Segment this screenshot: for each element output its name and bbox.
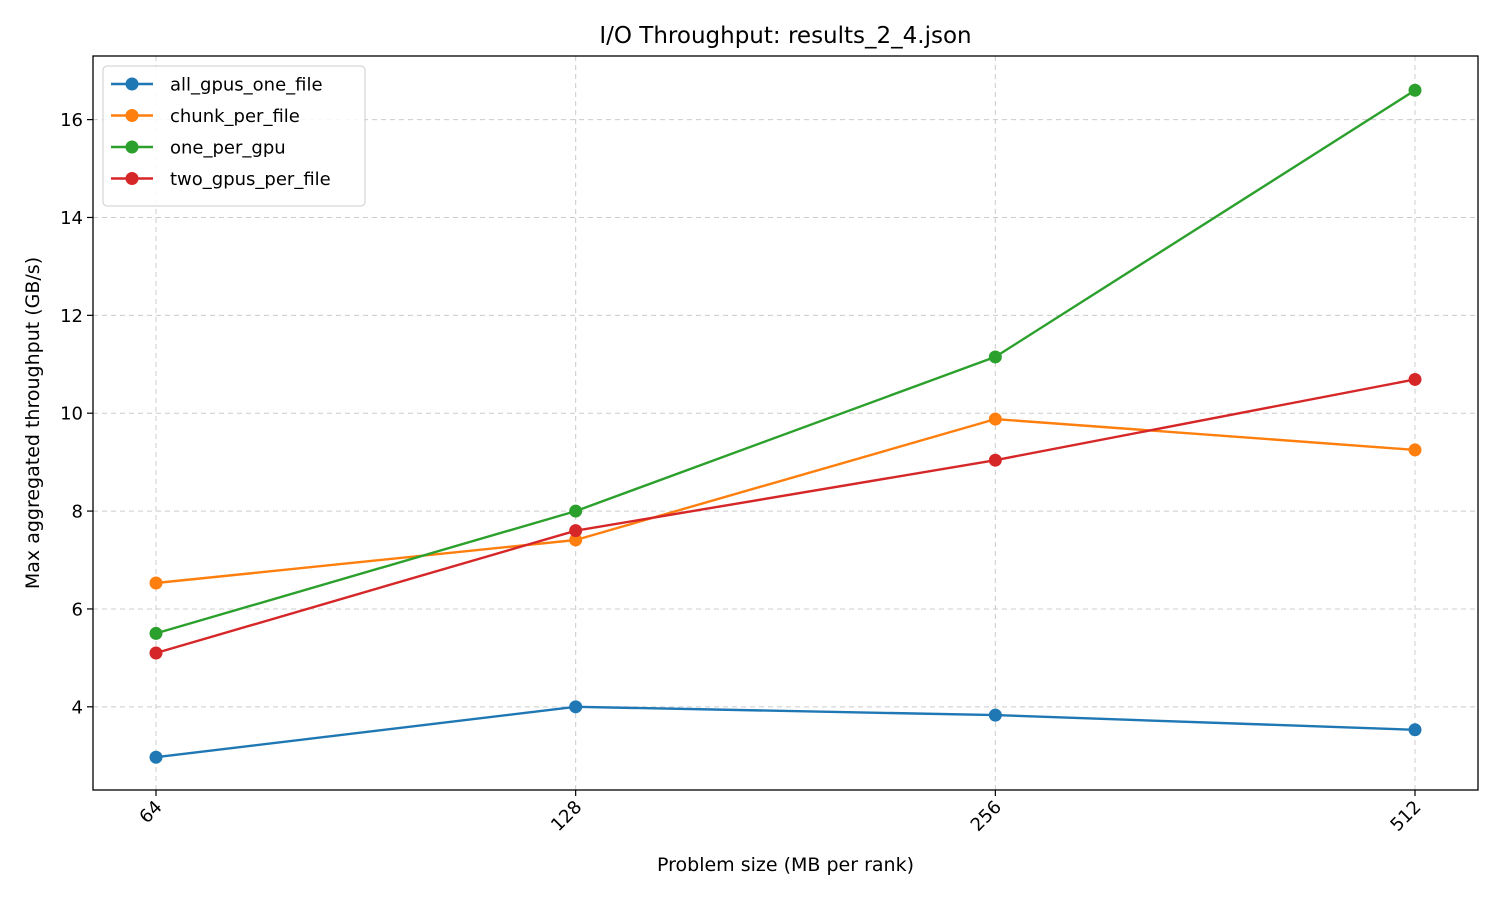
legend-swatch-marker	[125, 77, 139, 91]
legend-swatch-marker	[125, 140, 139, 154]
data-point-all_gpus_one_file	[149, 750, 163, 764]
data-point-chunk_per_file	[1408, 443, 1422, 457]
legend-label-chunk_per_file: chunk_per_file	[170, 106, 300, 127]
legend-swatch-marker	[125, 109, 139, 122]
legend-box	[102, 65, 366, 207]
data-point-two_gpus_per_file	[988, 453, 1002, 467]
legend-label-all_gpus_one_file: all_gpus_one_file	[170, 75, 323, 96]
y-tick-label: 8	[72, 502, 83, 523]
data-point-two_gpus_per_file	[1408, 372, 1422, 386]
data-point-chunk_per_file	[149, 576, 163, 590]
data-point-all_gpus_one_file	[988, 708, 1002, 722]
series-line-all_gpus_one_file	[155, 705, 1416, 759]
legend-swatch-marker	[125, 172, 139, 185]
legend-label-one_per_gpu: one_per_gpu	[170, 138, 286, 159]
y-tick-label: 14	[60, 208, 83, 229]
plot-frame	[92, 55, 1479, 791]
data-point-one_per_gpu	[569, 504, 583, 518]
data-point-two_gpus_per_file	[569, 524, 583, 538]
y-tick-label: 6	[72, 599, 83, 620]
grid-layer	[93, 56, 1478, 790]
x-axis-label: Problem size (MB per rank)	[657, 854, 914, 876]
y-tick-label: 10	[60, 404, 83, 425]
legend-label-two_gpus_per_file: two_gpus_per_file	[170, 169, 331, 190]
data-point-one_per_gpu	[988, 350, 1002, 364]
y-tick-label: 16	[60, 110, 83, 131]
series-layer	[149, 83, 1422, 764]
y-tick-label: 4	[72, 697, 83, 718]
data-point-two_gpus_per_file	[149, 646, 163, 660]
series-line-chunk_per_file	[155, 417, 1416, 585]
y-axis-label: Max aggregated throughput (GB/s)	[22, 257, 44, 589]
series-line-two_gpus_per_file	[155, 378, 1416, 655]
legend: all_gpus_one_file chunk_per_file one_per_g…	[102, 65, 366, 207]
data-point-all_gpus_one_file	[1408, 723, 1422, 737]
y-tick-label: 12	[60, 306, 83, 327]
chart-title: I/O Throughput: results_2_4.json	[599, 23, 971, 49]
data-point-all_gpus_one_file	[569, 700, 583, 714]
data-point-chunk_per_file	[569, 533, 583, 547]
data-point-chunk_per_file	[988, 412, 1002, 426]
series-line-one_per_gpu	[155, 89, 1416, 635]
data-point-one_per_gpu	[1408, 83, 1422, 97]
data-point-one_per_gpu	[149, 626, 163, 640]
